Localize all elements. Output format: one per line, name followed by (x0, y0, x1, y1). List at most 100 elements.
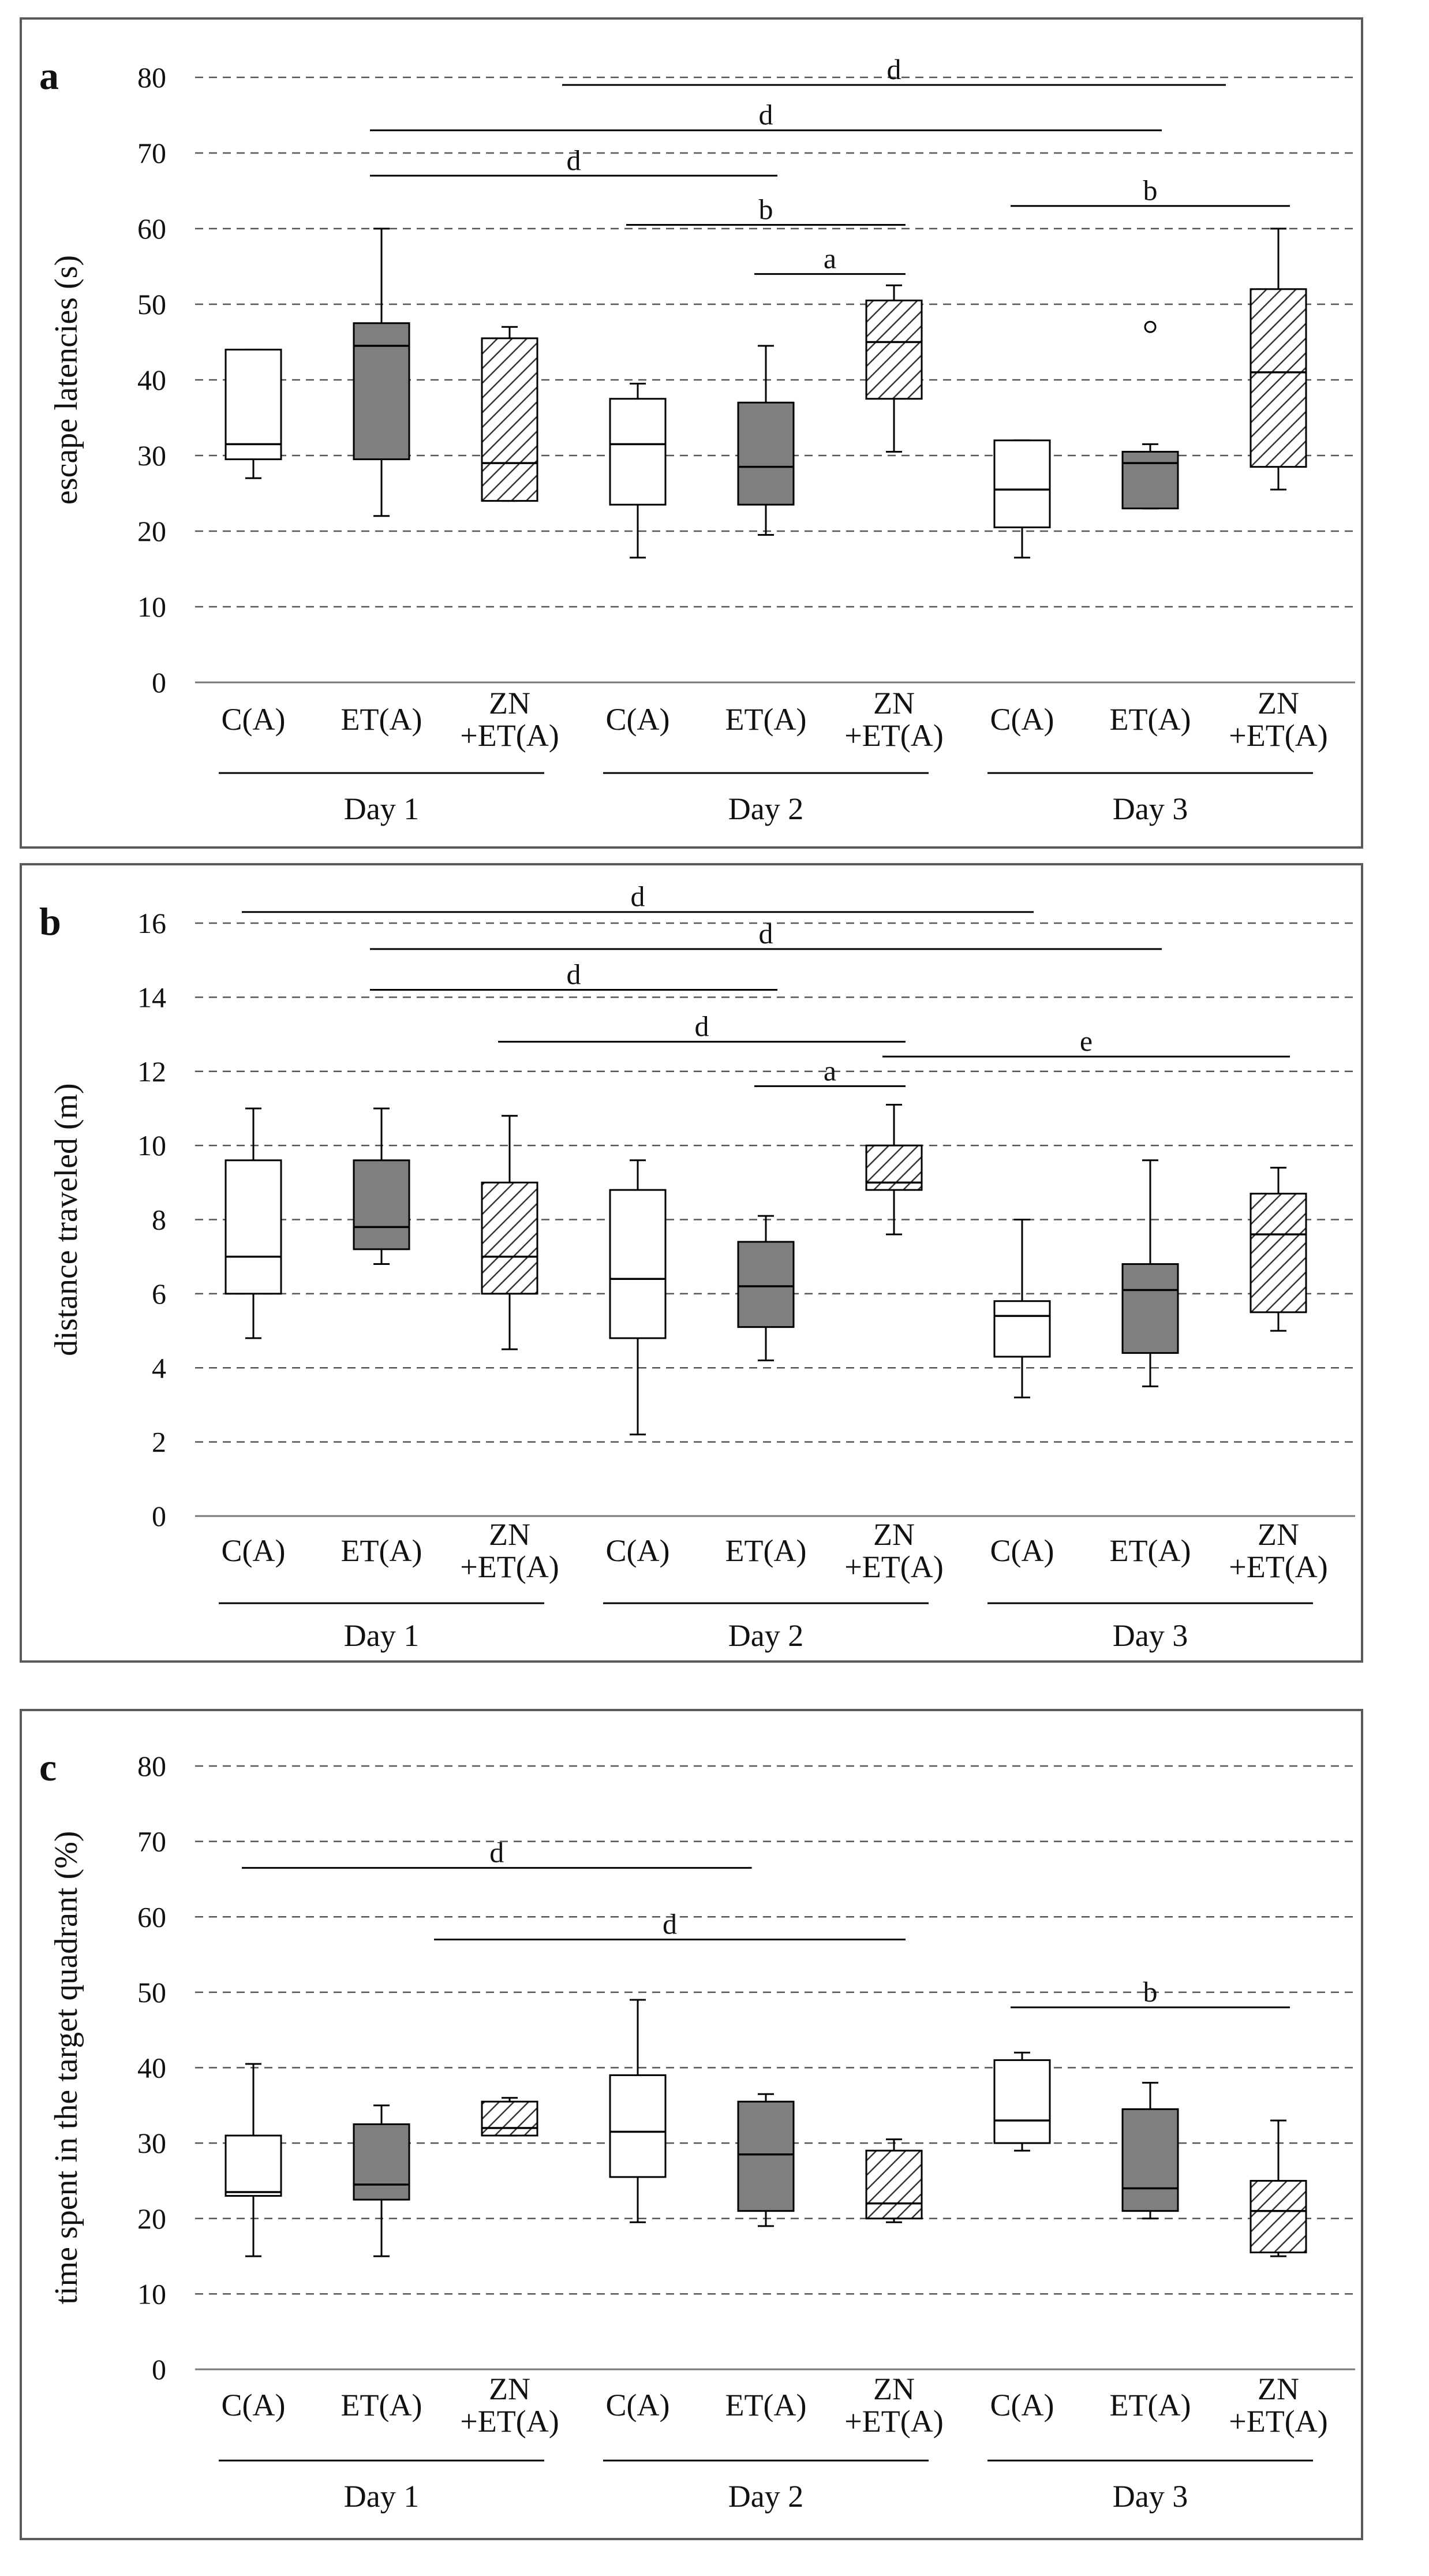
category-label: ZN (1258, 686, 1299, 720)
box-0 (225, 349, 282, 461)
category-label: C(A) (990, 1533, 1054, 1568)
category-label: C(A) (222, 1533, 286, 1568)
y-tick-label: 40 (137, 364, 166, 396)
chart-b: b distance traveled (m) 0 2 4 6 8 10 12 14 16 d d d d a… (39, 880, 1355, 1653)
category-label: ZN (873, 686, 915, 720)
box-0 (225, 2134, 282, 2197)
box-0 (225, 1159, 282, 1295)
y-tick-label: 4 (152, 1352, 166, 1384)
box-7 (1121, 1263, 1179, 1354)
category-label: ET(A) (341, 2388, 422, 2422)
significance-label: d (759, 917, 773, 950)
group-label: Day 2 (728, 1618, 803, 1653)
y-tick-label: 70 (137, 1825, 166, 1858)
box-8 (1250, 1193, 1307, 1313)
significance-label: b (1143, 1976, 1158, 2008)
category-label: +ET(A) (460, 718, 559, 753)
y-tick-label: 0 (152, 2353, 166, 2385)
y-tick-label: 30 (137, 2127, 166, 2159)
category-label: ET(A) (341, 702, 422, 737)
box-1 (353, 1159, 410, 1250)
group-label: Day 2 (728, 2479, 803, 2514)
y-tick-label: 6 (152, 1278, 166, 1310)
category-label: C(A) (222, 2388, 286, 2422)
y-tick-label: 70 (137, 137, 166, 169)
y-tick-label: 40 (137, 2052, 166, 2084)
significance-label: a (824, 1054, 836, 1087)
y-tick-label: 16 (137, 907, 166, 939)
y-tick-label: 20 (137, 2202, 166, 2235)
y-tick-label: 0 (152, 666, 166, 699)
y-tick-label: 10 (137, 1129, 166, 1162)
y-axis-label: time spent in the target quadrant (%) (48, 1831, 84, 2304)
significance-label: d (567, 144, 581, 176)
significance-label: d (759, 99, 773, 131)
category-label: ZN (1258, 2372, 1299, 2406)
chart-c: c time spent in the target quadrant (%) 0 1… (39, 1745, 1355, 2514)
category-label: ET(A) (1110, 2388, 1191, 2422)
category-label: ET(A) (725, 702, 807, 737)
category-label: ET(A) (1110, 1533, 1191, 1568)
y-tick-label: 20 (137, 515, 166, 547)
significance-label: e (1080, 1025, 1093, 1057)
y-axis-label: distance traveled (m) (48, 1083, 84, 1356)
significance-label: d (887, 53, 901, 85)
box-6 (993, 1300, 1051, 1358)
significance-label: d (631, 880, 645, 913)
y-tick-label: 50 (137, 288, 166, 320)
box-2 (481, 1181, 538, 1295)
significance-label: b (1143, 174, 1158, 207)
group-label: Day 1 (344, 1618, 419, 1653)
category-label: +ET(A) (460, 1550, 559, 1584)
group-label: Day 3 (1113, 2479, 1188, 2514)
box-5 (865, 2149, 923, 2220)
significance-label: d (567, 958, 581, 991)
group-label: Day 3 (1113, 1618, 1188, 1653)
significance-label: b (759, 193, 773, 225)
y-tick-label: 30 (137, 439, 166, 472)
box-7 (1121, 2108, 1179, 2212)
category-label: +ET(A) (844, 718, 943, 753)
significance-label: d (695, 1010, 709, 1042)
category-label: ZN (1258, 1517, 1299, 1552)
chart-a: a escape latencies (s) 0 10 20 30 40 50 60 70 80 d d… (39, 53, 1355, 826)
panel-label: b (39, 899, 61, 943)
category-label: +ET(A) (844, 2404, 943, 2439)
box-5 (865, 299, 923, 400)
group-label: Day 2 (728, 792, 803, 826)
category-label: ZN (489, 686, 530, 720)
category-label: ET(A) (725, 2388, 807, 2422)
category-label: ZN (489, 1517, 530, 1552)
y-tick-label: 10 (137, 591, 166, 623)
category-label: +ET(A) (1229, 718, 1327, 753)
box-1 (353, 2123, 410, 2201)
box-6 (993, 439, 1051, 528)
group-label: Day 1 (344, 2479, 419, 2514)
category-label: C(A) (606, 702, 670, 737)
y-tick-label: 2 (152, 1426, 166, 1458)
box-4 (737, 1241, 795, 1328)
y-tick-label: 60 (137, 212, 166, 245)
category-label: +ET(A) (1229, 2404, 1327, 2439)
category-label: C(A) (222, 702, 286, 737)
y-tick-label: 50 (137, 1976, 166, 2008)
category-label: C(A) (990, 702, 1054, 737)
significance-label: d (663, 1907, 677, 1940)
box-3 (609, 2074, 667, 2178)
category-label: +ET(A) (844, 1550, 943, 1584)
y-tick-label: 80 (137, 1750, 166, 1782)
y-axis-label: escape latencies (s) (48, 255, 84, 505)
box-4 (737, 401, 795, 506)
group-label: Day 1 (344, 792, 419, 826)
y-tick-label: 10 (137, 2278, 166, 2310)
box-3 (609, 1189, 667, 1339)
category-label: C(A) (990, 2388, 1054, 2422)
category-label: C(A) (606, 1533, 670, 1568)
category-label: ET(A) (341, 1533, 422, 1568)
y-tick-label: 8 (152, 1204, 166, 1236)
box-7 (1121, 450, 1179, 510)
panel-c-time-target-quadrant: c time spent in the target quadrant (%) 0 1… (20, 1709, 1363, 2540)
outlier-point (1144, 320, 1157, 333)
y-tick-label: 12 (137, 1055, 166, 1088)
box-3 (609, 398, 667, 506)
